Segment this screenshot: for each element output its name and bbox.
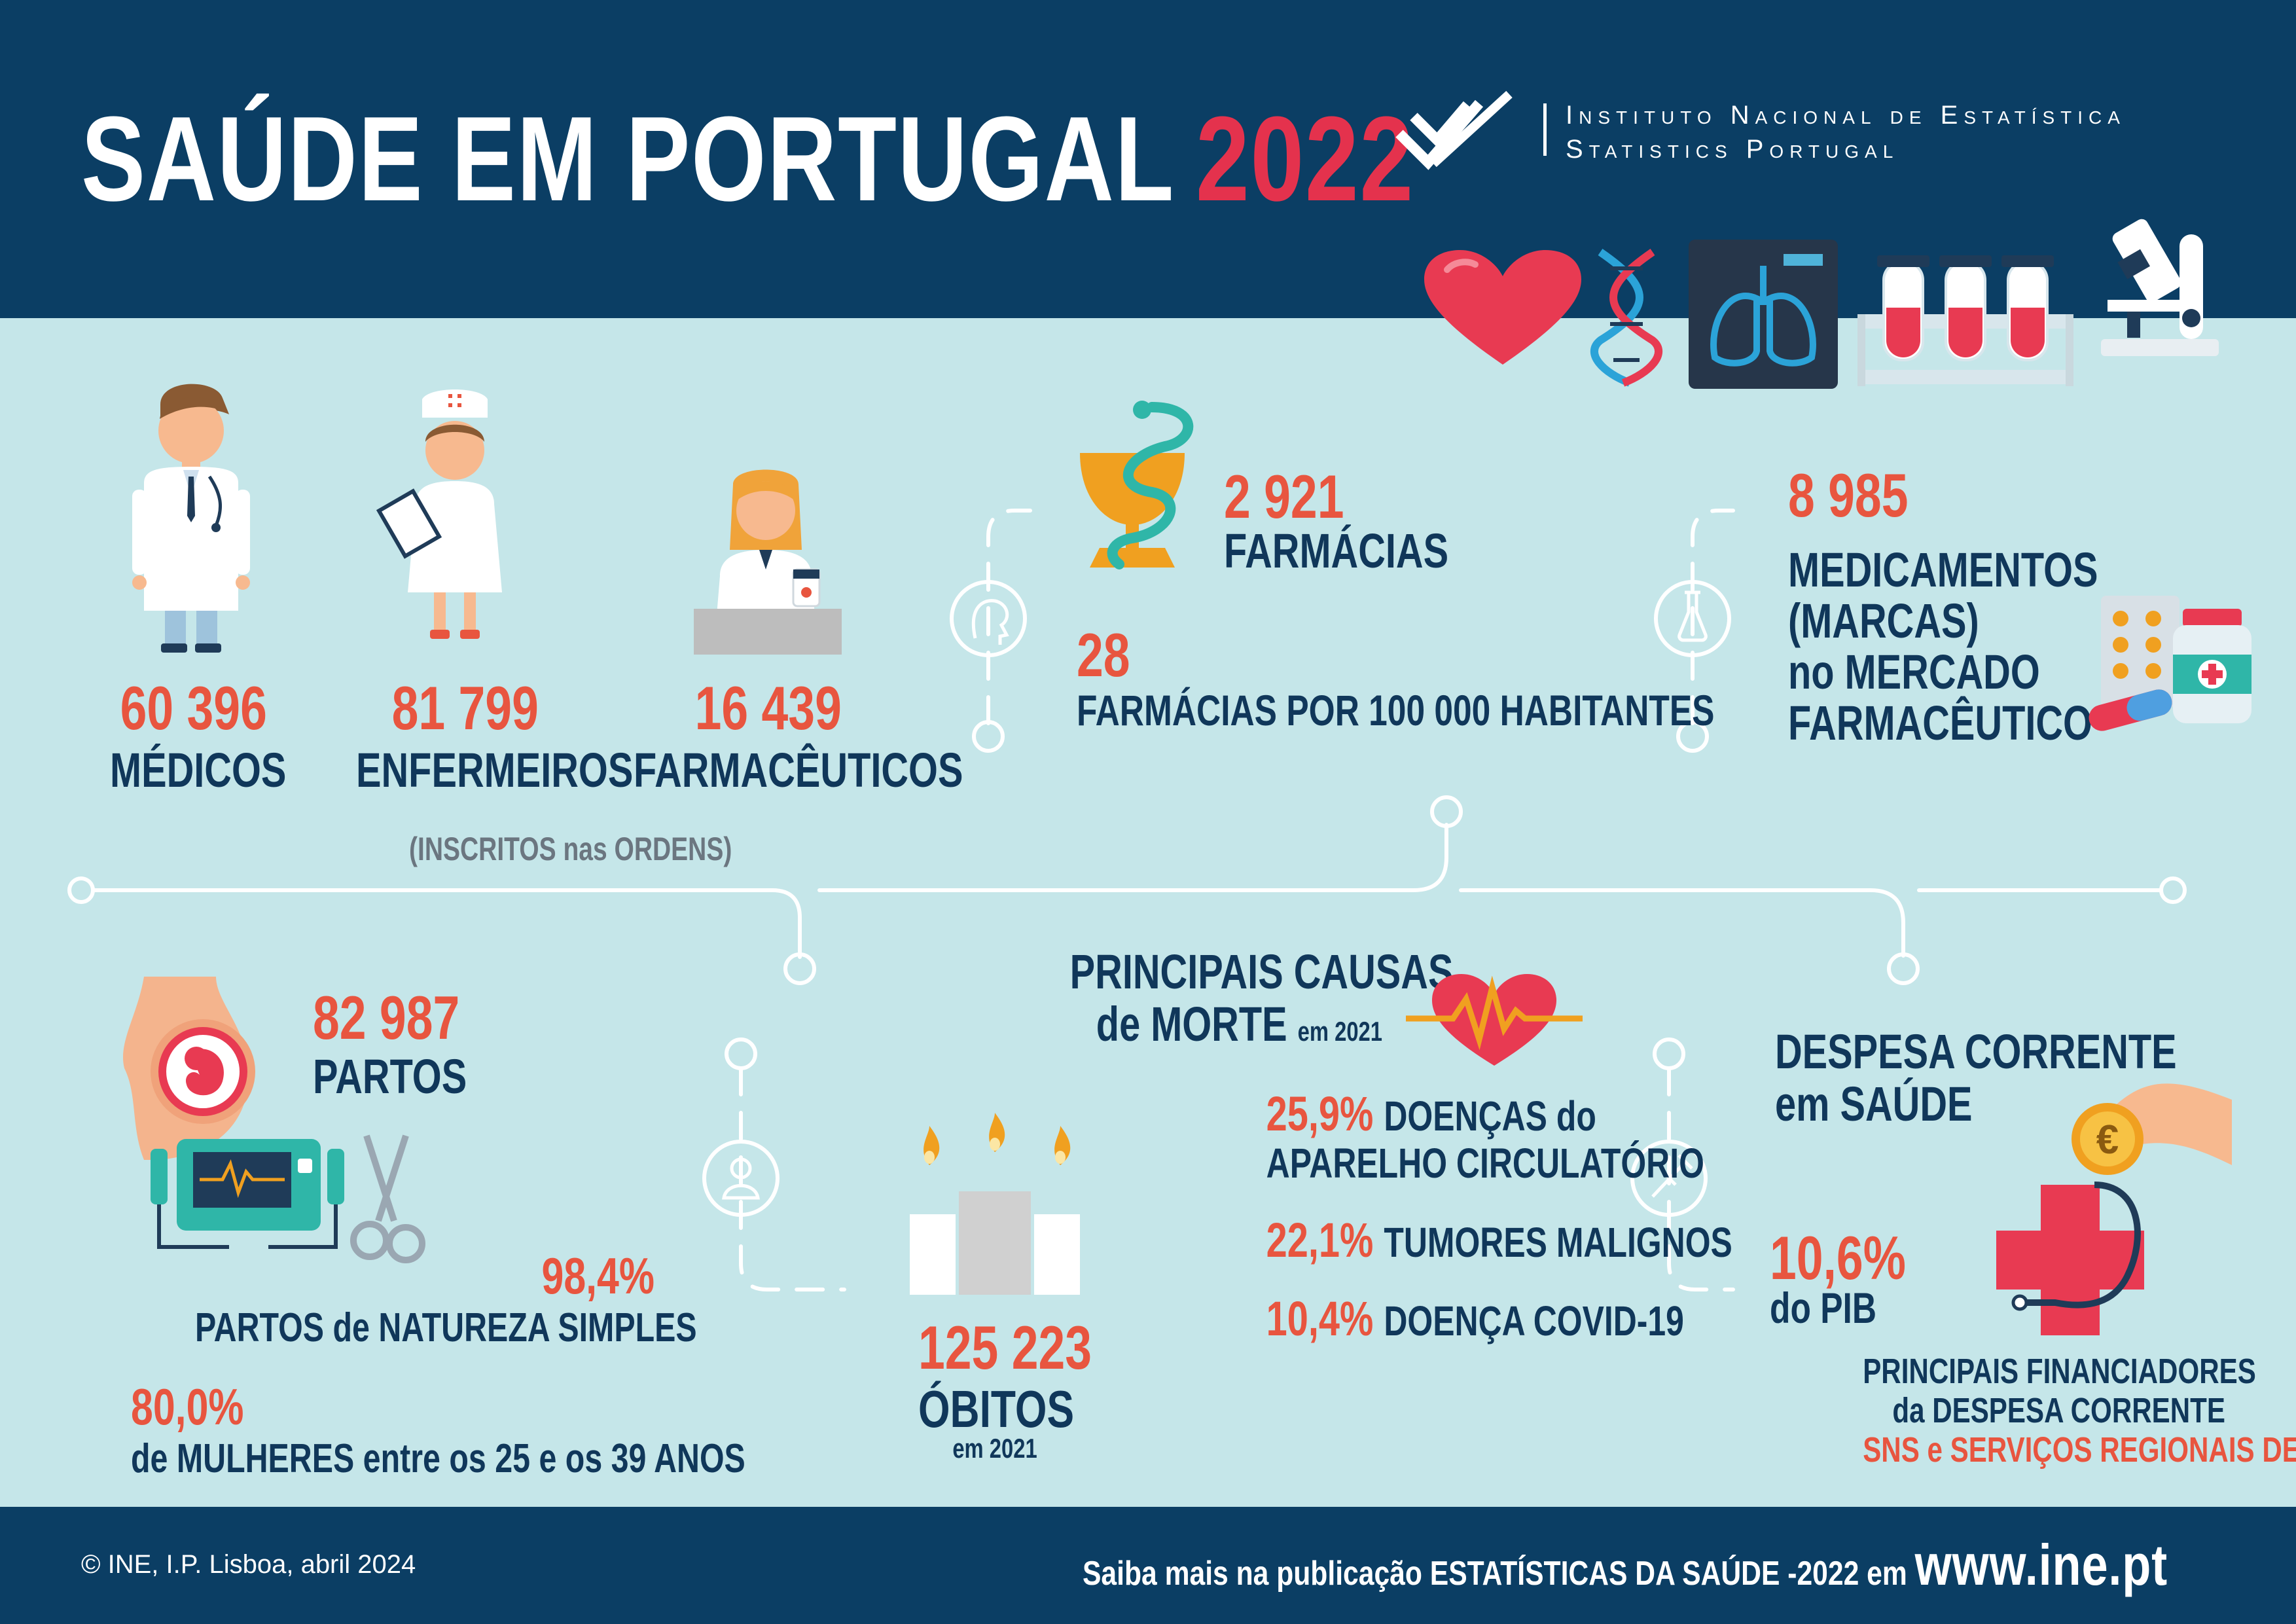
obitos-label: ÓBITOS	[918, 1380, 1075, 1438]
candles-icon	[910, 1113, 1080, 1295]
despesa-title-1: DESPESA CORRENTE	[1775, 1024, 2177, 1079]
despesa-title-2: em SAÚDE	[1775, 1077, 1973, 1131]
farmaceuticos-value: 16 439	[694, 674, 842, 742]
causas-title-year: em 2021	[1297, 1016, 1382, 1047]
cause-3-value: 10,4%	[1266, 1291, 1374, 1346]
farmacias-value: 2 921	[1224, 462, 1344, 531]
financiadores-1: PRINCIPAIS FINANCIADORES	[1863, 1352, 2256, 1391]
pregnancy-icon	[122, 977, 255, 1160]
cause-1-value: 25,9%	[1266, 1087, 1374, 1141]
cause-item-3: 10,4% DOENÇA COVID-19	[1266, 1295, 1684, 1343]
doctor-icon	[132, 384, 250, 653]
causas-title-2: de MORTE	[1096, 997, 1287, 1051]
medicamentos-label-2: (MARCAS)	[1788, 594, 1979, 648]
more-info-text: Saiba mais na publicação ESTATÍSTICAS DA…	[1082, 1555, 1907, 1593]
medicamentos-label-1: MEDICAMENTOS	[1788, 543, 2098, 597]
org-name: Instituto Nacional de Estatística Statis…	[1566, 98, 2126, 166]
syringe-outline-icon	[1651, 1154, 1693, 1198]
medicamentos-value: 8 985	[1788, 461, 1909, 530]
medicamentos-label: MEDICAMENTOS (MARCAS) no MERCADO FARMACÊ…	[1788, 545, 2098, 749]
cause-2-value: 22,1%	[1266, 1213, 1374, 1267]
ine-logo-icon	[1395, 90, 1513, 170]
despesa-label: do PIB	[1770, 1284, 1877, 1332]
farmacias-label: FARMÁCIAS	[1224, 524, 1449, 578]
obitos-year: em 2021	[952, 1433, 1037, 1464]
farmacias-per-value: 28	[1077, 621, 1130, 689]
financiadores-3: SNS e SERVIÇOS REGIONAIS DE SAÚDE	[1863, 1430, 2296, 1470]
cause-2-label: TUMORES MALIGNOS	[1384, 1219, 1732, 1266]
lungs-xray-icon	[1689, 240, 1838, 389]
cause-1-label-2: APARELHO CIRCULATÓRIO	[1266, 1140, 1704, 1187]
microscope-icon	[2101, 219, 2219, 356]
org-name-pt: Instituto Nacional de Estatística	[1566, 101, 2126, 130]
medicines-icon	[2089, 596, 2251, 731]
copyright: © INE, I.P. Lisboa, abril 2024	[81, 1550, 416, 1579]
connector-lines	[67, 509, 2187, 1291]
org-name-en: Statistics Portugal	[1566, 135, 1899, 164]
causas-title-2-line: de MORTE em 2021	[1070, 1000, 1382, 1049]
cause-item-1: 25,9% DOENÇAS do APARELHO CIRCULATÓRIO	[1178, 1087, 1704, 1187]
obitos-value: 125 223	[918, 1313, 1092, 1382]
ecg-monitor-icon	[151, 1139, 344, 1249]
financiadores-2: da DESPESA CORRENTE	[1892, 1391, 2225, 1430]
farmaceuticos-label: FARMACÊUTICOS	[634, 743, 963, 797]
scissors-icon	[350, 1134, 425, 1263]
flask-outline-icon	[1677, 590, 1708, 642]
title-text: SAÚDE EM PORTUGAL	[81, 91, 1175, 226]
enfermeiros-label: ENFERMEIROS	[356, 743, 634, 797]
pharmacist-icon	[694, 469, 842, 655]
causas-title-1: PRINCIPAIS CAUSAS	[1069, 945, 1454, 999]
ine-website-link[interactable]: www.ine.pt	[1914, 1532, 2168, 1597]
mulheres-value: 80,0%	[131, 1378, 244, 1435]
person-outline-icon	[730, 1157, 752, 1180]
dna-icon	[1590, 249, 1663, 387]
cause-item-2: 22,1% TUMORES MALIGNOS	[1266, 1213, 1732, 1267]
medicamentos-label-3: no MERCADO	[1788, 645, 2040, 699]
svg-text:€: €	[2096, 1117, 2119, 1163]
nurse-icon	[376, 389, 502, 639]
medicos-label: MÉDICOS	[110, 743, 287, 797]
footer-bar	[0, 1507, 2296, 1624]
heart-icon	[1424, 250, 1581, 365]
test-tubes-icon	[1857, 255, 2073, 386]
footer-more-info: Saiba mais na publicação ESTATÍSTICAS DA…	[1083, 1532, 2168, 1598]
despesa-value: 10,6%	[1770, 1223, 1906, 1292]
enfermeiros-value: 81 799	[391, 674, 539, 742]
title-year: 2022	[1195, 91, 1414, 226]
cause-3-label: DOENÇA COVID-19	[1384, 1297, 1684, 1344]
money-cross-icon: €	[1996, 1083, 2232, 1335]
page-title: SAÚDE EM PORTUGAL 2022	[81, 98, 1414, 219]
mulheres-label: de MULHERES entre os 25 e os 39 ANOS	[131, 1436, 745, 1481]
head-outline-icon	[971, 599, 1009, 645]
cause-1-label: DOENÇAS do	[1384, 1092, 1596, 1140]
medicamentos-label-4: FARMACÊUTICO	[1788, 696, 2092, 750]
pharmacy-cup-icon	[1080, 401, 1194, 569]
partos-simples-label: PARTOS de NATUREZA SIMPLES	[195, 1305, 697, 1350]
professionals-note: (INSCRITOS nas ORDENS)	[409, 831, 732, 867]
partos-label: PARTOS	[313, 1049, 467, 1104]
logo-divider	[1543, 103, 1547, 156]
farmacias-per-label: FARMÁCIAS POR 100 000 HABITANTES	[1077, 686, 1715, 734]
heartbeat-icon	[1406, 974, 1583, 1066]
partos-value: 82 987	[313, 983, 460, 1052]
partos-simples-value: 98,4%	[541, 1247, 655, 1305]
medicos-value: 60 396	[120, 674, 267, 742]
